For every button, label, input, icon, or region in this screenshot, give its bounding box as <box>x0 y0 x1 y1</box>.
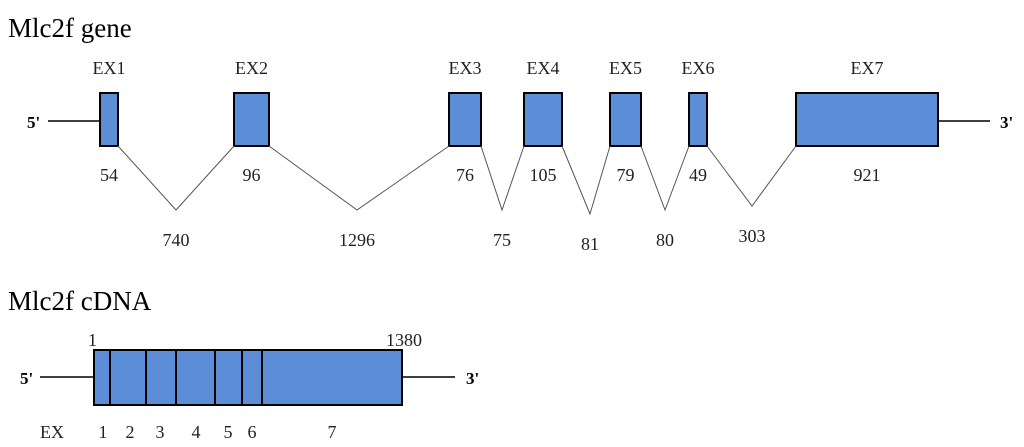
intron-length: 80 <box>656 230 674 250</box>
gene-five: 5' <box>27 113 40 132</box>
cdna-start: 1 <box>88 330 97 350</box>
cdna-exon-number: 1 <box>99 422 108 442</box>
exon-length: 54 <box>100 165 118 185</box>
cdna-exon-number: 3 <box>156 422 165 442</box>
exon-length: 79 <box>617 165 635 185</box>
intron-length: 740 <box>163 230 190 250</box>
exon-length: 921 <box>854 165 881 185</box>
exon <box>688 92 708 147</box>
cdna-exon-number: 4 <box>192 422 201 442</box>
exon-label: EX6 <box>682 58 715 78</box>
exon-label: EX1 <box>93 58 126 78</box>
intron <box>561 145 611 216</box>
intron <box>706 145 797 207</box>
intron <box>480 145 525 212</box>
exon <box>609 92 642 147</box>
cdna-title: Mlc2f cDNA <box>8 286 152 316</box>
exon <box>795 92 939 147</box>
exon-length: 49 <box>689 165 707 185</box>
exon-label: EX5 <box>609 58 642 78</box>
intron <box>117 145 235 211</box>
exon-length: 76 <box>456 165 474 185</box>
intron-length: 75 <box>493 230 511 250</box>
intron-length: 81 <box>581 234 599 254</box>
exon-label: EX2 <box>235 58 268 78</box>
cdna-exon-number: 5 <box>224 422 233 442</box>
cdna-end: 1380 <box>386 330 422 350</box>
intron-length: 303 <box>739 226 766 246</box>
cdna-five: 5' <box>20 369 33 388</box>
cdna-exon-number: 2 <box>126 422 135 442</box>
cdna-box <box>93 349 403 406</box>
intron <box>640 145 690 212</box>
cdna-exon-number: 6 <box>248 422 257 442</box>
gene-title: Mlc2f gene <box>8 13 132 43</box>
cdna-ex-label: EX <box>40 422 64 442</box>
exon-label: EX4 <box>527 58 560 78</box>
exon <box>523 92 563 147</box>
exon-label: EX7 <box>851 58 884 78</box>
exon <box>448 92 482 147</box>
exon <box>99 92 119 147</box>
intron <box>268 145 450 211</box>
exon <box>233 92 270 147</box>
exon-length: 96 <box>243 165 261 185</box>
cdna-exon-number: 7 <box>328 422 337 442</box>
cdna-three: 3' <box>466 369 479 388</box>
intron-length: 1296 <box>339 230 375 250</box>
exon-length: 105 <box>530 165 557 185</box>
exon-label: EX3 <box>449 58 482 78</box>
gene-three: 3' <box>1000 113 1013 132</box>
